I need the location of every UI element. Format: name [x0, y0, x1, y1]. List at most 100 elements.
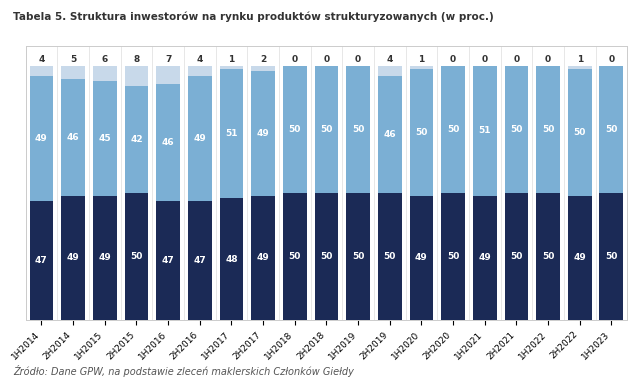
Text: 46: 46 [383, 130, 396, 139]
Text: 47: 47 [162, 256, 175, 265]
Bar [251, 66, 275, 71]
Text: 47: 47 [35, 256, 48, 265]
Bar [61, 195, 85, 320]
Bar [346, 66, 370, 193]
Bar [61, 79, 85, 195]
Bar [125, 86, 148, 193]
Bar [568, 195, 591, 320]
Bar [156, 201, 180, 320]
Bar [410, 66, 433, 69]
Text: 51: 51 [225, 129, 237, 138]
Text: 8: 8 [133, 54, 140, 64]
Text: 49: 49 [193, 134, 206, 143]
Text: 5: 5 [70, 54, 76, 64]
Bar [600, 193, 623, 320]
Text: 50: 50 [352, 252, 364, 261]
Text: 49: 49 [573, 253, 586, 262]
Bar [473, 66, 497, 195]
Text: 49: 49 [99, 253, 111, 262]
Bar [504, 193, 528, 320]
Text: 50: 50 [352, 125, 364, 134]
Bar [283, 193, 307, 320]
Bar [536, 193, 560, 320]
Text: 50: 50 [510, 125, 523, 134]
Bar [29, 66, 53, 76]
Text: 51: 51 [479, 126, 491, 135]
Bar [61, 66, 85, 79]
Text: 42: 42 [130, 135, 143, 144]
Text: 49: 49 [257, 253, 269, 262]
Text: 0: 0 [292, 54, 298, 64]
Bar [283, 66, 307, 193]
Bar [441, 66, 465, 193]
Bar [314, 193, 339, 320]
Text: 45: 45 [99, 134, 111, 143]
Bar [220, 69, 243, 198]
Bar [251, 195, 275, 320]
Text: 49: 49 [35, 134, 48, 143]
Bar [29, 201, 53, 320]
Bar [536, 66, 560, 193]
Bar [504, 66, 528, 193]
Bar [156, 66, 180, 84]
Bar [568, 69, 591, 195]
Text: 46: 46 [162, 138, 174, 147]
Text: 50: 50 [605, 252, 618, 261]
Text: 0: 0 [608, 54, 614, 64]
Text: 46: 46 [67, 133, 79, 142]
Bar [346, 193, 370, 320]
Text: 1: 1 [419, 54, 424, 64]
Text: 50: 50 [510, 252, 523, 261]
Bar [125, 193, 148, 320]
Text: 1: 1 [577, 54, 583, 64]
Text: 50: 50 [542, 252, 554, 261]
Text: Tabela 5. Struktura inwestorów na rynku produktów strukturyzowanych (w proc.): Tabela 5. Struktura inwestorów na rynku … [13, 11, 493, 22]
Text: 50: 50 [542, 125, 554, 134]
Text: 50: 50 [605, 125, 618, 134]
Text: 49: 49 [415, 253, 428, 262]
Text: 47: 47 [193, 256, 206, 265]
Text: 2: 2 [260, 54, 266, 64]
Bar [93, 66, 116, 81]
Bar [220, 198, 243, 320]
Bar [188, 66, 212, 76]
Text: 1: 1 [228, 54, 234, 64]
Text: 0: 0 [513, 54, 520, 64]
Text: 50: 50 [447, 125, 460, 134]
Text: 50: 50 [130, 252, 143, 261]
Bar [600, 66, 623, 193]
Bar [251, 71, 275, 195]
Text: 0: 0 [323, 54, 330, 64]
Bar [378, 193, 402, 320]
Text: 50: 50 [573, 128, 586, 136]
Bar [188, 201, 212, 320]
Text: 50: 50 [383, 252, 396, 261]
Bar [378, 66, 402, 76]
Text: 4: 4 [196, 54, 203, 64]
Text: 6: 6 [102, 54, 108, 64]
Text: 0: 0 [450, 54, 456, 64]
Bar [568, 66, 591, 69]
Text: 4: 4 [38, 54, 45, 64]
Bar [188, 76, 212, 201]
Bar [29, 76, 53, 201]
Bar [441, 193, 465, 320]
Bar [410, 195, 433, 320]
Text: 49: 49 [67, 253, 79, 262]
Text: Źródło: Dane GPW, na podstawie zleceń maklerskich Członków Giełdy: Źródło: Dane GPW, na podstawie zleceń ma… [13, 365, 354, 377]
Text: 50: 50 [320, 252, 333, 261]
Bar [220, 66, 243, 69]
Text: 0: 0 [545, 54, 551, 64]
Bar [473, 195, 497, 320]
Text: 49: 49 [478, 253, 491, 262]
Text: 50: 50 [289, 125, 301, 134]
Text: 4: 4 [387, 54, 393, 64]
Bar [410, 69, 433, 195]
Bar [125, 66, 148, 86]
Bar [156, 84, 180, 201]
Bar [378, 76, 402, 193]
Text: 0: 0 [355, 54, 361, 64]
Bar [314, 66, 339, 193]
Text: 50: 50 [320, 125, 333, 134]
Text: 0: 0 [482, 54, 488, 64]
